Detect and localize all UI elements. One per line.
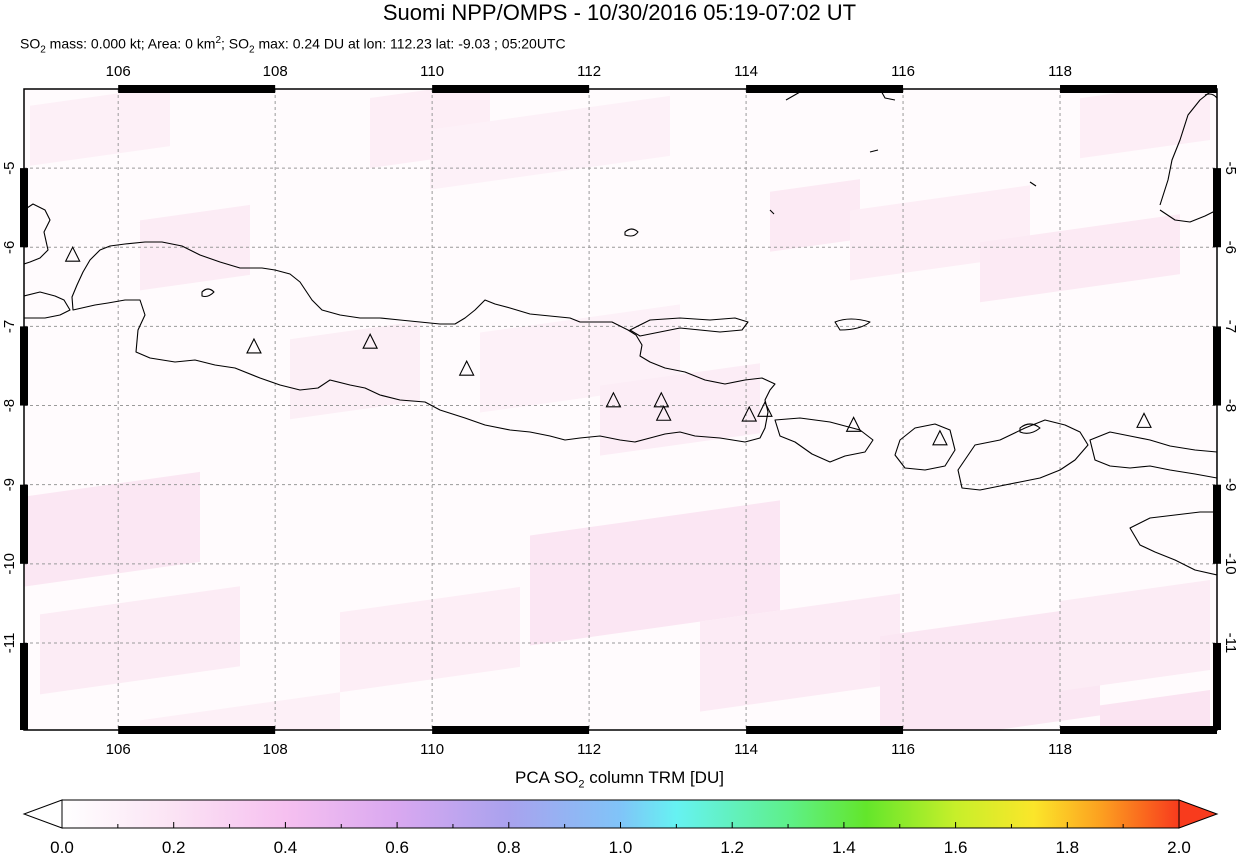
frame-bar [20, 642, 28, 730]
colorbar-tick-label: 1.0 [608, 838, 633, 857]
volcano-marker [741, 405, 758, 422]
longitude-label: 112 [577, 741, 601, 758]
map-frame [23, 88, 1218, 731]
colorbar-tick-label: 2.0 [1167, 838, 1191, 857]
longitude-label: 106 [106, 741, 131, 758]
colorbar-under-arrow [22, 799, 63, 829]
colorbar-over-arrow [1178, 799, 1219, 829]
latitude-label: -5 [1, 161, 18, 174]
frame-bar [746, 85, 904, 93]
volcano-marker [655, 405, 672, 421]
volcano-marker [64, 245, 81, 262]
latitude-label: -8 [1, 399, 18, 412]
colorbar-tick-label: 1.2 [720, 838, 745, 857]
longitude-label: 116 [891, 741, 915, 758]
colorbar-tick-label: 0.2 [161, 838, 186, 857]
colorbar-tick-label: 0.8 [496, 838, 521, 857]
madura-coastline [629, 317, 749, 337]
frame-bar [1060, 85, 1217, 93]
longitude-label: 106 [106, 63, 131, 80]
latitude-label: -7 [1222, 320, 1239, 333]
latitude-label: -9 [1222, 478, 1239, 491]
latitude-label: -5 [1222, 161, 1239, 174]
longitude-label: 108 [263, 63, 288, 80]
map-title: Suomi NPP/OMPS - 10/30/2016 05:19-07:02 … [382, 0, 857, 25]
latitude-label: -10 [1, 553, 18, 575]
lombok-coastline [894, 423, 956, 471]
frame-bar [1060, 726, 1217, 734]
sumba-coastline [1129, 511, 1217, 576]
frame-bar [432, 726, 590, 734]
frame-ticks [20, 85, 1221, 734]
colorbar-tick-label: 1.6 [943, 838, 968, 857]
volcano-marker [932, 429, 948, 446]
longitude-label: 114 [734, 741, 758, 758]
colorbar-tick-label: 0.4 [273, 838, 298, 857]
longitude-label: 110 [420, 63, 444, 80]
volcano-marker [653, 391, 670, 408]
colorbar-tick-label: 1.4 [832, 838, 856, 857]
graticule [24, 89, 1217, 730]
colorbar-tick-label: 1.8 [1055, 838, 1080, 857]
colorbar-title: PCA SO2 column TRM [DU] [515, 768, 724, 791]
longitude-label: 114 [734, 63, 758, 80]
longitude-label: 116 [891, 63, 915, 80]
volcano-marker [845, 416, 862, 432]
bali-coastline [774, 417, 874, 463]
volcano-marker [1136, 412, 1152, 428]
latitude-label: -11 [1222, 633, 1239, 654]
longitude-label: 118 [1048, 741, 1072, 758]
frame-bar [20, 484, 28, 564]
frame-bar [20, 168, 28, 248]
latitude-label: -9 [1, 478, 18, 491]
frame-bar [118, 726, 276, 734]
frame-bar [1213, 642, 1221, 730]
map-subtitle: SO2 mass: 0.000 kt; Area: 0 km2; SO2 max… [20, 35, 566, 56]
volcano-marker [757, 401, 773, 417]
frame-bar [118, 85, 276, 93]
latitude-labels: -5 -5 -6 -6 -7 -7 -8 -8 -9 -9 -10 -10 -11 -11 [1, 161, 1239, 653]
latitude-label: -7 [1, 320, 18, 333]
frame-bar [432, 85, 590, 93]
longitude-label: 118 [1048, 63, 1072, 80]
so2-pixel-layer [24, 89, 1210, 730]
volcano-marker [246, 337, 262, 354]
frame-bar [1213, 168, 1221, 248]
frame-bar [1213, 484, 1221, 564]
colorbar [22, 799, 1219, 829]
latitude-label: -10 [1222, 553, 1239, 575]
longitude-labels: 106 106 108 108 110 110 112 112 114 114 116 116 118 1… [106, 63, 1072, 758]
coastlines [24, 89, 1217, 576]
latitude-label: -11 [1, 633, 18, 654]
volcano-markers [64, 245, 1152, 446]
frame-bar [20, 326, 28, 406]
frame-bar [746, 726, 904, 734]
latitude-label: -6 [1222, 241, 1239, 254]
longitude-label: 108 [263, 741, 288, 758]
latitude-label: -6 [1, 241, 18, 254]
volcano-marker [605, 391, 622, 408]
volcano-marker [458, 359, 475, 376]
java-coastline [71, 241, 776, 443]
colorbar-tick-label: 0.6 [385, 838, 409, 857]
sumbawa-coastline [957, 419, 1089, 491]
longitude-label: 110 [420, 741, 444, 758]
latitude-label: -8 [1222, 399, 1239, 412]
longitude-label: 112 [577, 63, 601, 80]
colorbar-tick-label: 0.0 [50, 838, 74, 857]
frame-bar [1213, 326, 1221, 406]
volcano-marker [362, 333, 379, 349]
